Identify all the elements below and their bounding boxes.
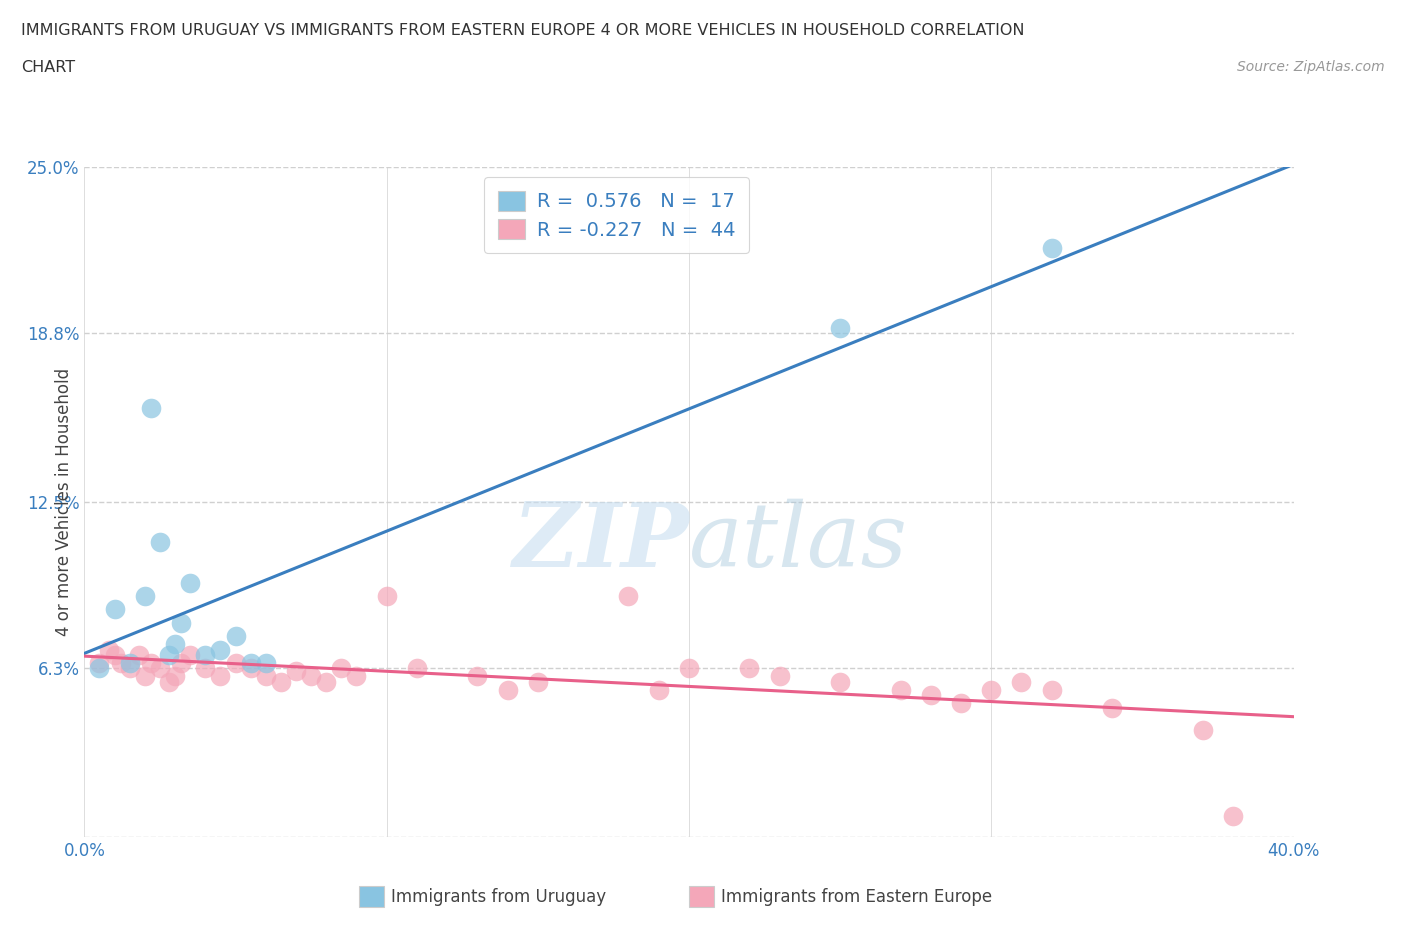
Point (104, 647, 127, 662)
Point (1101, 701, 1123, 716)
Point (104, 602, 127, 617)
Point (170, 616, 193, 631)
Text: CHART: CHART (21, 60, 75, 75)
Point (467, 669, 489, 684)
Point (118, 661, 141, 676)
Point (254, 656, 277, 671)
Text: Source: ZipAtlas.com: Source: ZipAtlas.com (1237, 60, 1385, 74)
Point (285, 663, 308, 678)
Point (254, 669, 277, 684)
Point (179, 575, 201, 590)
Point (950, 696, 973, 711)
Point (1040, 240, 1063, 255)
Point (738, 661, 761, 676)
Point (920, 687, 942, 702)
Point (139, 401, 162, 416)
Point (170, 656, 193, 671)
Point (346, 669, 368, 684)
Point (118, 656, 141, 671)
Point (239, 656, 262, 671)
Text: atlas: atlas (689, 499, 908, 586)
Point (1192, 723, 1215, 737)
Legend: R =  0.576   N =  17, R = -0.227   N =  44: R = 0.576 N = 17, R = -0.227 N = 44 (484, 177, 749, 253)
Point (299, 669, 322, 684)
Point (165, 637, 187, 652)
Point (165, 669, 187, 684)
Point (134, 669, 156, 684)
Point (769, 669, 792, 684)
Point (194, 647, 217, 662)
Point (157, 674, 180, 689)
Point (225, 629, 247, 644)
Text: IMMIGRANTS FROM URUGUAY VS IMMIGRANTS FROM EASTERN EUROPE 4 OR MORE VEHICLES IN : IMMIGRANTS FROM URUGUAY VS IMMIGRANTS FR… (21, 23, 1025, 38)
Point (648, 683, 671, 698)
Point (830, 321, 852, 336)
Point (149, 661, 172, 676)
Point (209, 642, 232, 657)
Y-axis label: 4 or more Vehicles in Household: 4 or more Vehicles in Household (55, 368, 73, 636)
Point (890, 683, 912, 698)
Point (617, 589, 640, 604)
Text: ZIP: ZIP (513, 499, 689, 586)
Point (97, 642, 120, 657)
Text: Immigrants from Eastern Europe: Immigrants from Eastern Europe (721, 887, 993, 906)
Point (527, 674, 550, 689)
Point (1222, 808, 1244, 823)
Point (134, 589, 156, 604)
Point (980, 683, 1002, 698)
Point (330, 661, 353, 676)
Point (830, 674, 852, 689)
Point (239, 661, 262, 676)
Point (179, 647, 201, 662)
Point (209, 669, 232, 684)
Point (1011, 674, 1033, 689)
Point (270, 674, 292, 689)
Point (157, 647, 180, 662)
Point (139, 656, 162, 671)
Point (194, 661, 217, 676)
Text: Immigrants from Uruguay: Immigrants from Uruguay (391, 887, 606, 906)
Point (678, 661, 700, 676)
Point (89, 656, 111, 671)
Point (149, 535, 172, 550)
Point (225, 656, 247, 671)
Point (375, 589, 398, 604)
Point (406, 661, 429, 676)
Point (315, 674, 337, 689)
Point (110, 656, 132, 671)
Point (89, 661, 111, 676)
Point (496, 683, 519, 698)
Point (1040, 683, 1063, 698)
Point (128, 647, 150, 662)
